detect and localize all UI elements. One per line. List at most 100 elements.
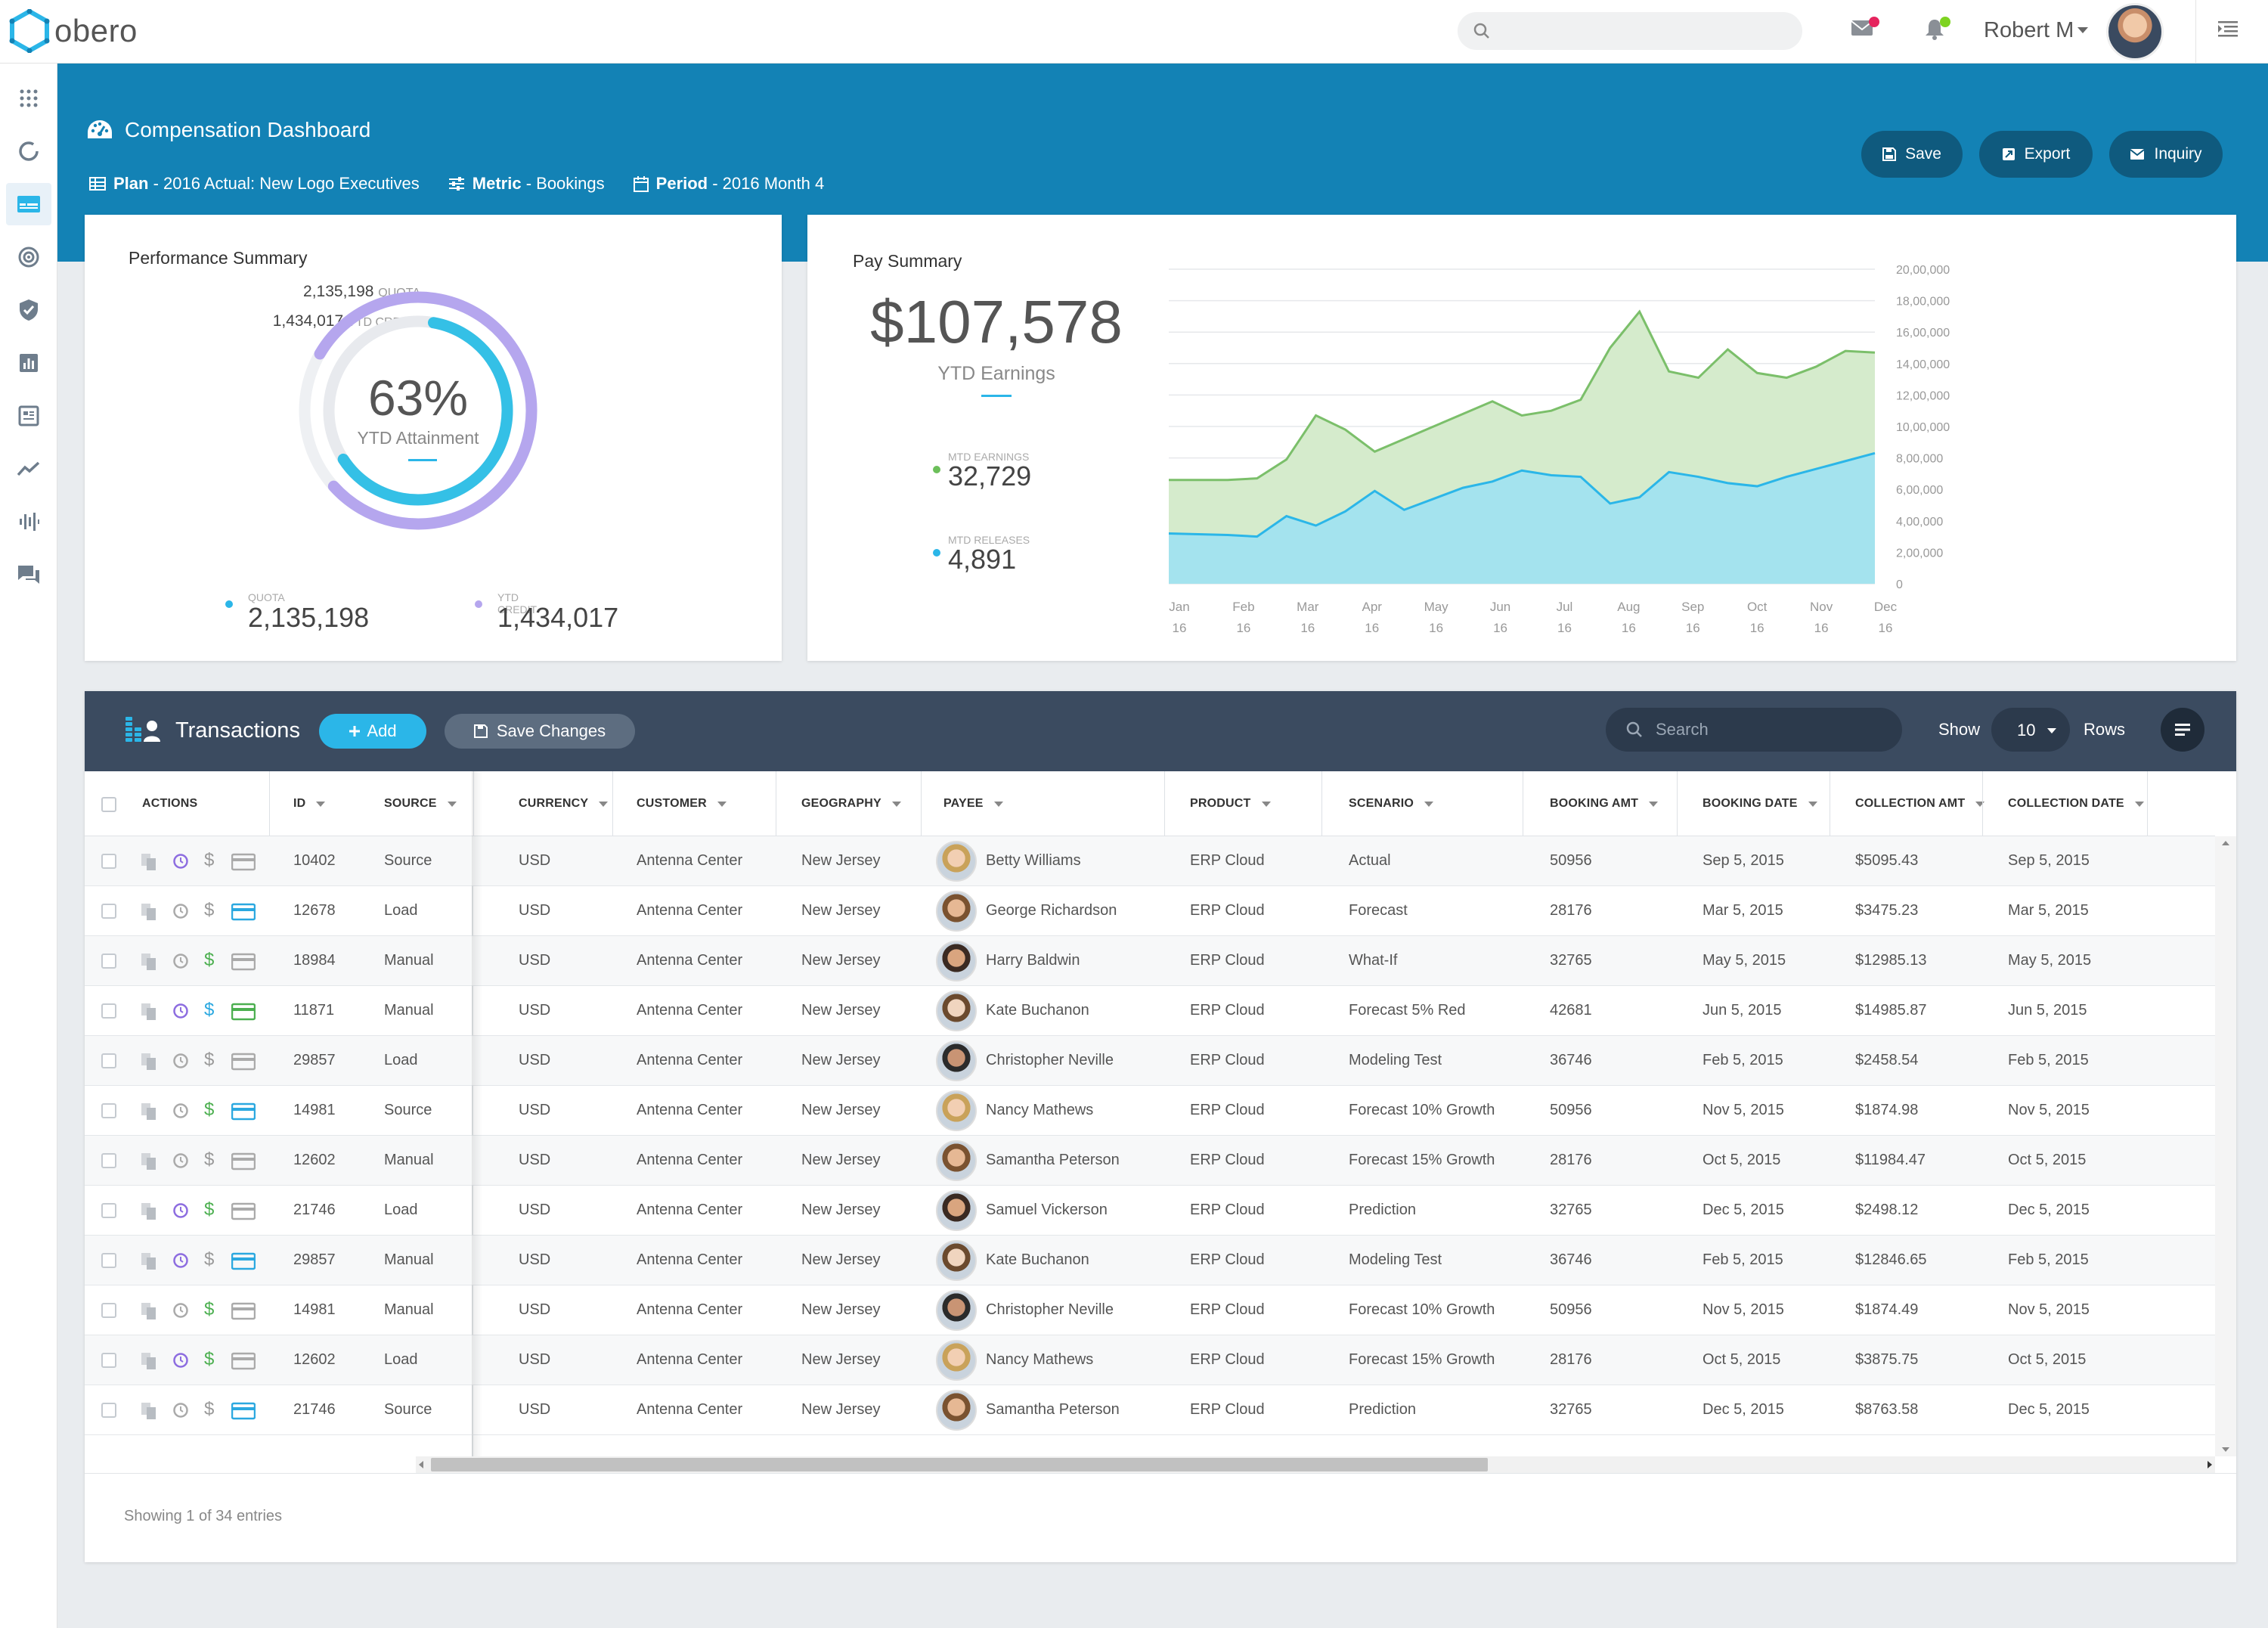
payee-avatar[interactable] (936, 991, 977, 1031)
credit-card-icon[interactable] (231, 1302, 256, 1320)
dollar-icon[interactable]: $ (204, 1349, 215, 1369)
table-row[interactable]: $12602 Manual USD Antenna Center New Jersey S… (85, 1136, 2215, 1186)
payee-avatar[interactable] (936, 1240, 977, 1281)
payee-avatar[interactable] (936, 941, 977, 981)
table-row[interactable]: $14981 Manual USD Antenna Center New Jersey C… (85, 1285, 2215, 1335)
row-checkbox[interactable] (101, 1003, 116, 1019)
scroll-right-arrow-icon[interactable] (2208, 1461, 2212, 1468)
sort-caret-icon[interactable] (316, 801, 326, 807)
table-row[interactable]: $12602 Load USD Antenna Center New Jersey Nan… (85, 1335, 2215, 1385)
col-booking-date-header[interactable]: BOOKING DATE (1703, 771, 1817, 836)
payee-name[interactable]: Harry Baldwin (986, 952, 1080, 969)
clock-icon[interactable] (172, 1003, 189, 1019)
copy-icon[interactable] (141, 1202, 157, 1220)
col-booking-amt-header[interactable]: BOOKING AMT (1550, 771, 1659, 836)
app-logo[interactable]: obero (9, 5, 138, 57)
payee-name[interactable]: Nancy Mathews (986, 1351, 1094, 1368)
vertical-scrollbar[interactable] (2215, 836, 2236, 1456)
inquiry-button[interactable]: Inquiry (2109, 131, 2223, 178)
scroll-down-arrow-icon[interactable] (2222, 1447, 2229, 1452)
credit-card-icon[interactable] (231, 1152, 256, 1171)
clock-icon[interactable] (172, 953, 189, 969)
payee-avatar[interactable] (936, 1390, 977, 1431)
clock-icon[interactable] (172, 1402, 189, 1419)
dollar-icon[interactable]: $ (204, 1000, 215, 1020)
scroll-up-arrow-icon[interactable] (2222, 841, 2229, 845)
row-checkbox[interactable] (101, 1153, 116, 1168)
credit-card-icon[interactable] (231, 1352, 256, 1370)
payee-name[interactable]: Samuel Vickerson (986, 1202, 1108, 1218)
col-scenario-header[interactable]: SCENARIO (1349, 771, 1434, 836)
credit-card-icon[interactable] (231, 1402, 256, 1420)
dollar-icon[interactable]: $ (204, 900, 215, 920)
table-row[interactable]: $21746 Load USD Antenna Center New Jersey Sam… (85, 1186, 2215, 1236)
sort-caret-icon[interactable] (1808, 801, 1817, 807)
nav-analytics[interactable] (14, 507, 44, 537)
row-checkbox[interactable] (101, 1253, 116, 1268)
row-checkbox[interactable] (101, 904, 116, 919)
payee-avatar[interactable] (936, 1190, 977, 1231)
sort-caret-icon[interactable] (1424, 801, 1434, 807)
col-actions-header[interactable]: ACTIONS (142, 771, 197, 836)
copy-icon[interactable] (141, 1302, 157, 1320)
payee-name[interactable]: George Richardson (986, 902, 1117, 919)
metric-filter[interactable]: Metric - Bookings (448, 174, 605, 194)
payee-avatar[interactable] (936, 1140, 977, 1181)
col-currency-header[interactable]: CURRENCY (519, 771, 609, 836)
col-payee-header[interactable]: PAYEE (943, 771, 1003, 836)
payee-avatar[interactable] (936, 1040, 977, 1081)
copy-icon[interactable] (141, 1003, 157, 1021)
transactions-search-input[interactable]: Search (1606, 708, 1902, 752)
clock-icon[interactable] (172, 1102, 189, 1119)
table-row[interactable]: $29857 Load USD Antenna Center New Jersey Chr… (85, 1036, 2215, 1086)
sort-caret-icon[interactable] (1261, 801, 1271, 807)
clock-icon[interactable] (172, 853, 189, 870)
clock-icon[interactable] (172, 1152, 189, 1169)
clock-icon[interactable] (172, 1252, 189, 1269)
table-row[interactable]: $18984 Manual USD Antenna Center New Jersey H… (85, 936, 2215, 986)
col-product-header[interactable]: PRODUCT (1190, 771, 1271, 836)
nav-targets[interactable] (14, 242, 44, 272)
payee-avatar[interactable] (936, 1290, 977, 1331)
credit-card-icon[interactable] (231, 1202, 256, 1220)
column-settings-button[interactable] (2161, 708, 2204, 752)
scroll-left-arrow-icon[interactable] (419, 1461, 423, 1468)
dollar-icon[interactable]: $ (204, 850, 215, 870)
add-button[interactable]: Add (319, 714, 426, 749)
nav-security[interactable] (14, 295, 44, 325)
table-row[interactable]: $10402 Source USD Antenna Center New Jersey B… (85, 836, 2215, 886)
table-row[interactable]: $29857 Manual USD Antenna Center New Jersey K… (85, 1236, 2215, 1285)
credit-card-icon[interactable] (231, 853, 256, 871)
col-geography-header[interactable]: GEOGRAPHY (801, 771, 901, 836)
clock-icon[interactable] (172, 1053, 189, 1069)
nav-apps[interactable] (14, 83, 44, 113)
select-all-checkbox[interactable] (101, 797, 116, 812)
payee-name[interactable]: Christopher Neville (986, 1301, 1114, 1318)
col-id-header[interactable]: ID (293, 771, 326, 836)
nav-statements[interactable] (14, 401, 44, 431)
copy-icon[interactable] (141, 1102, 157, 1121)
user-avatar[interactable] (2106, 3, 2164, 60)
col-collection-date-header[interactable]: COLLECTION DATE (2008, 771, 2144, 836)
row-checkbox[interactable] (101, 954, 116, 969)
dollar-icon[interactable]: $ (204, 1249, 215, 1270)
credit-card-icon[interactable] (231, 953, 256, 971)
chevron-down-icon[interactable] (2077, 27, 2088, 33)
save-button[interactable]: Save (1861, 131, 1963, 178)
row-checkbox[interactable] (101, 1303, 116, 1318)
payee-avatar[interactable] (936, 841, 977, 882)
dollar-icon[interactable]: $ (204, 950, 215, 970)
nav-messages[interactable] (14, 560, 44, 590)
clock-icon[interactable] (172, 1202, 189, 1219)
sort-caret-icon[interactable] (447, 801, 457, 807)
dollar-icon[interactable]: $ (204, 1399, 215, 1419)
clock-icon[interactable] (172, 1352, 189, 1369)
dollar-icon[interactable]: $ (204, 1050, 215, 1070)
row-checkbox[interactable] (101, 1403, 116, 1418)
table-row[interactable]: $11871 Manual USD Antenna Center New Jersey K… (85, 986, 2215, 1036)
messages-button[interactable] (1851, 17, 1879, 43)
sort-caret-icon[interactable] (993, 801, 1003, 807)
payee-avatar[interactable] (936, 891, 977, 932)
payee-name[interactable]: Kate Buchanon (986, 1251, 1089, 1268)
credit-card-icon[interactable] (231, 1252, 256, 1270)
